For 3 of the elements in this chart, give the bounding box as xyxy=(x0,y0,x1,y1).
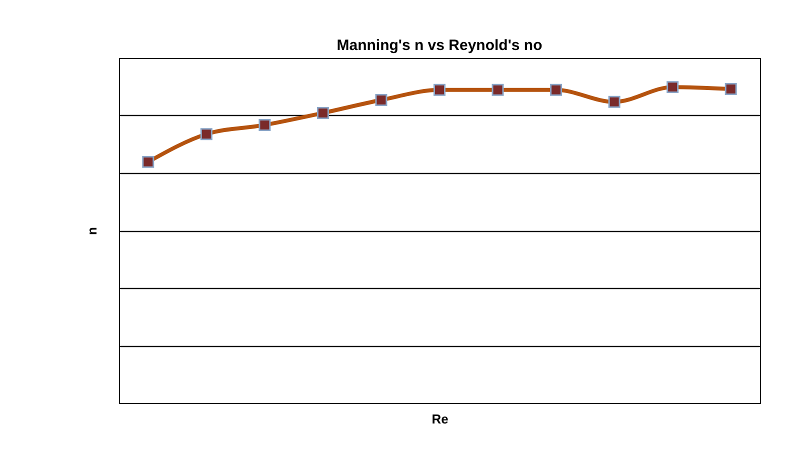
x-axis-title: Re xyxy=(432,412,448,426)
y-axis-title: n xyxy=(84,226,100,235)
chart-title: Manning's n vs Reynold's no xyxy=(336,37,542,54)
